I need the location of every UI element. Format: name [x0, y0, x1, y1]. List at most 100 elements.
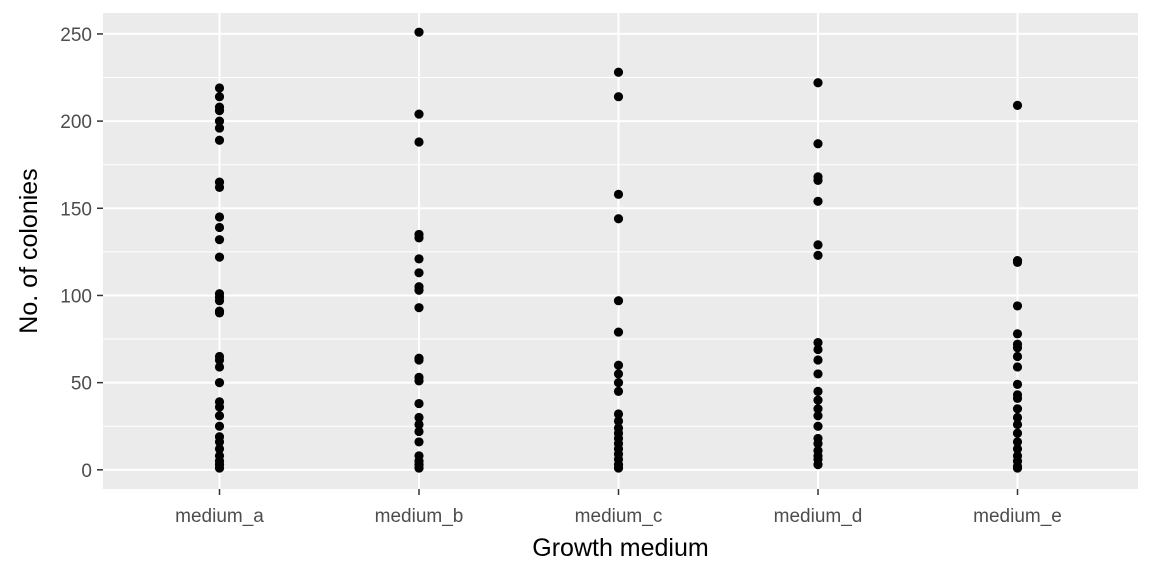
- data-point: [813, 404, 823, 414]
- data-point: [613, 67, 624, 77]
- data-point: [813, 395, 823, 405]
- data-point: [214, 116, 225, 126]
- data-point: [813, 240, 823, 250]
- data-point: [613, 463, 624, 473]
- data-point: [214, 252, 225, 262]
- data-point: [1012, 301, 1023, 311]
- data-point: [214, 222, 225, 233]
- y-tick-label: 50: [71, 374, 92, 395]
- data-point: [214, 235, 225, 245]
- data-point: [813, 78, 823, 88]
- data-point: [613, 386, 624, 396]
- data-point: [214, 463, 225, 473]
- data-point: [1012, 100, 1023, 111]
- x-axis-title: Growth medium: [532, 534, 708, 562]
- x-axis: medium_a medium_b medium_c medium_d medium_e: [175, 489, 1062, 527]
- data-point: [414, 233, 424, 243]
- data-point: [214, 296, 225, 306]
- data-point: [813, 421, 823, 431]
- data-point: [813, 139, 823, 149]
- data-point: [414, 355, 424, 365]
- y-tick-label: 0: [81, 461, 92, 482]
- data-point: [1012, 412, 1023, 423]
- data-point: [214, 182, 225, 192]
- data-point: [1012, 362, 1023, 372]
- data-point: [214, 378, 225, 388]
- data-point: [1012, 444, 1023, 454]
- data-point: [1012, 257, 1023, 267]
- data-point: [1012, 343, 1023, 353]
- data-point: [214, 411, 225, 421]
- data-point: [214, 123, 225, 133]
- data-point: [1012, 379, 1023, 389]
- data-point: [813, 175, 823, 185]
- data-point: [613, 369, 624, 379]
- data-point: [414, 463, 424, 473]
- data-point: [613, 189, 624, 199]
- data-point: [1012, 419, 1023, 430]
- x-tick-label: medium_d: [774, 506, 863, 527]
- data-point: [613, 378, 624, 388]
- data-point: [214, 308, 225, 318]
- data-point: [813, 369, 823, 379]
- data-point: [414, 285, 424, 295]
- data-point: [813, 355, 823, 365]
- data-point: [1012, 463, 1023, 473]
- data-point: [414, 254, 424, 264]
- y-axis-title: No. of colonies: [15, 168, 43, 333]
- data-point: [414, 398, 424, 409]
- data-point: [1012, 428, 1023, 438]
- data-point: [613, 416, 624, 426]
- y-axis: 0 50 100 150 200 250: [60, 25, 103, 482]
- data-point: [414, 419, 424, 430]
- data-point: [414, 376, 424, 386]
- data-point: [813, 250, 823, 260]
- y-tick-label: 250: [60, 25, 92, 46]
- data-point: [414, 137, 424, 147]
- data-point: [214, 83, 225, 93]
- data-point: [813, 337, 823, 348]
- data-point: [1012, 404, 1023, 414]
- x-tick-label: medium_c: [575, 506, 663, 527]
- x-tick-label: medium_a: [175, 506, 264, 527]
- data-point: [613, 214, 624, 224]
- data-point: [813, 196, 823, 206]
- data-point: [813, 386, 823, 396]
- data-point: [214, 212, 225, 222]
- data-point: [1012, 351, 1023, 362]
- data-point: [414, 303, 424, 313]
- data-point: [214, 355, 225, 365]
- data-point: [214, 92, 225, 102]
- data-point: [414, 412, 424, 423]
- data-point: [214, 444, 225, 454]
- x-tick-label: medium_b: [375, 506, 464, 527]
- data-point: [613, 409, 624, 419]
- data-point: [214, 421, 225, 431]
- data-point: [414, 426, 424, 437]
- data-point: [1012, 437, 1023, 447]
- data-point: [813, 439, 823, 449]
- data-point: [813, 459, 823, 470]
- data-point: [813, 411, 823, 421]
- data-point: [613, 296, 624, 306]
- data-point: [1012, 329, 1023, 339]
- data-point: [813, 344, 823, 355]
- data-point: [613, 360, 624, 370]
- data-point: [214, 106, 225, 116]
- data-point: [214, 437, 225, 447]
- data-point: [214, 362, 225, 372]
- data-point: [414, 109, 424, 119]
- data-point: [414, 27, 424, 37]
- data-point: [613, 92, 624, 102]
- minor-gridlines: [103, 77, 1138, 427]
- y-tick-label: 100: [60, 286, 92, 307]
- data-point: [1012, 393, 1023, 403]
- data-point: [414, 268, 424, 278]
- data-point: [414, 437, 424, 447]
- y-tick-label: 200: [60, 112, 92, 133]
- data-point: [214, 135, 225, 145]
- y-tick-label: 150: [60, 199, 92, 220]
- plot-panel: [103, 13, 1138, 489]
- data-point: [613, 327, 624, 337]
